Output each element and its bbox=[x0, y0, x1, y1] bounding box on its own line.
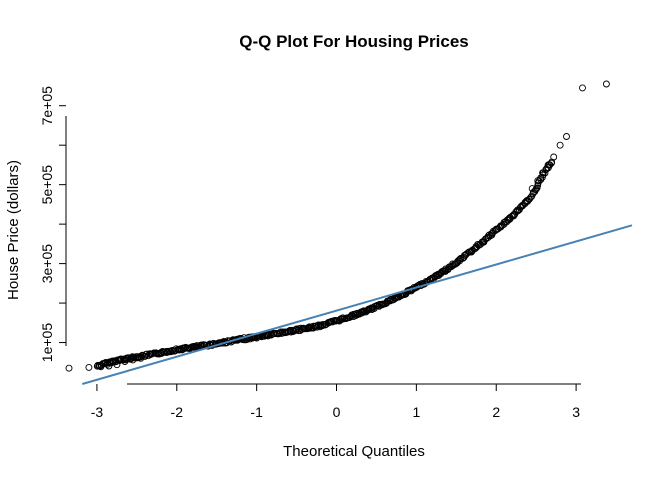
x-tick-label: -1 bbox=[250, 404, 263, 420]
data-point bbox=[129, 356, 137, 364]
data-point bbox=[541, 169, 549, 177]
reference-line-group bbox=[81, 224, 633, 385]
data-point bbox=[532, 185, 540, 193]
data-point bbox=[602, 80, 610, 88]
x-tick-label: 3 bbox=[572, 404, 580, 420]
qq-reference-line bbox=[81, 224, 633, 385]
data-point bbox=[563, 133, 570, 140]
x-tick-label: -2 bbox=[171, 404, 184, 420]
data-point bbox=[65, 364, 73, 372]
data-point bbox=[97, 363, 105, 371]
data-point bbox=[143, 350, 151, 358]
x-tick-label: 1 bbox=[412, 404, 420, 420]
data-point bbox=[532, 186, 540, 194]
x-axis: -3 -2 -1 0 1 2 3 bbox=[91, 383, 581, 420]
y-axis-label: House Price (dollars) bbox=[5, 160, 22, 300]
data-point bbox=[427, 275, 435, 283]
data-point bbox=[544, 161, 552, 169]
data-points bbox=[65, 80, 610, 372]
data-point bbox=[293, 325, 300, 333]
y-tick-label: 1e+05 bbox=[39, 323, 55, 363]
y-tick-label: 3e+05 bbox=[39, 244, 55, 284]
x-tick-label: -3 bbox=[91, 404, 104, 420]
data-point bbox=[534, 182, 542, 190]
y-tick-label: 7e+05 bbox=[39, 86, 55, 126]
y-axis: 1e+05 3e+05 5e+05 7e+05 bbox=[39, 86, 67, 363]
data-point bbox=[539, 169, 547, 177]
y-tick-label: 5e+05 bbox=[39, 165, 55, 205]
data-point bbox=[550, 153, 558, 161]
data-point bbox=[528, 185, 536, 193]
data-point bbox=[121, 358, 129, 365]
data-point bbox=[85, 363, 93, 371]
data-point bbox=[556, 141, 564, 149]
x-axis-label: Theoretical Quantiles bbox=[283, 443, 425, 460]
data-point bbox=[266, 330, 274, 338]
data-point bbox=[137, 354, 145, 362]
data-point bbox=[534, 177, 542, 185]
x-tick-label: 2 bbox=[492, 404, 500, 420]
chart-title: Q-Q Plot For Housing Prices bbox=[239, 32, 469, 51]
data-point bbox=[579, 84, 586, 92]
data-point bbox=[113, 361, 121, 369]
x-tick-label: 0 bbox=[333, 404, 341, 420]
data-point bbox=[105, 362, 113, 370]
data-point bbox=[277, 328, 285, 336]
data-point bbox=[539, 171, 547, 179]
